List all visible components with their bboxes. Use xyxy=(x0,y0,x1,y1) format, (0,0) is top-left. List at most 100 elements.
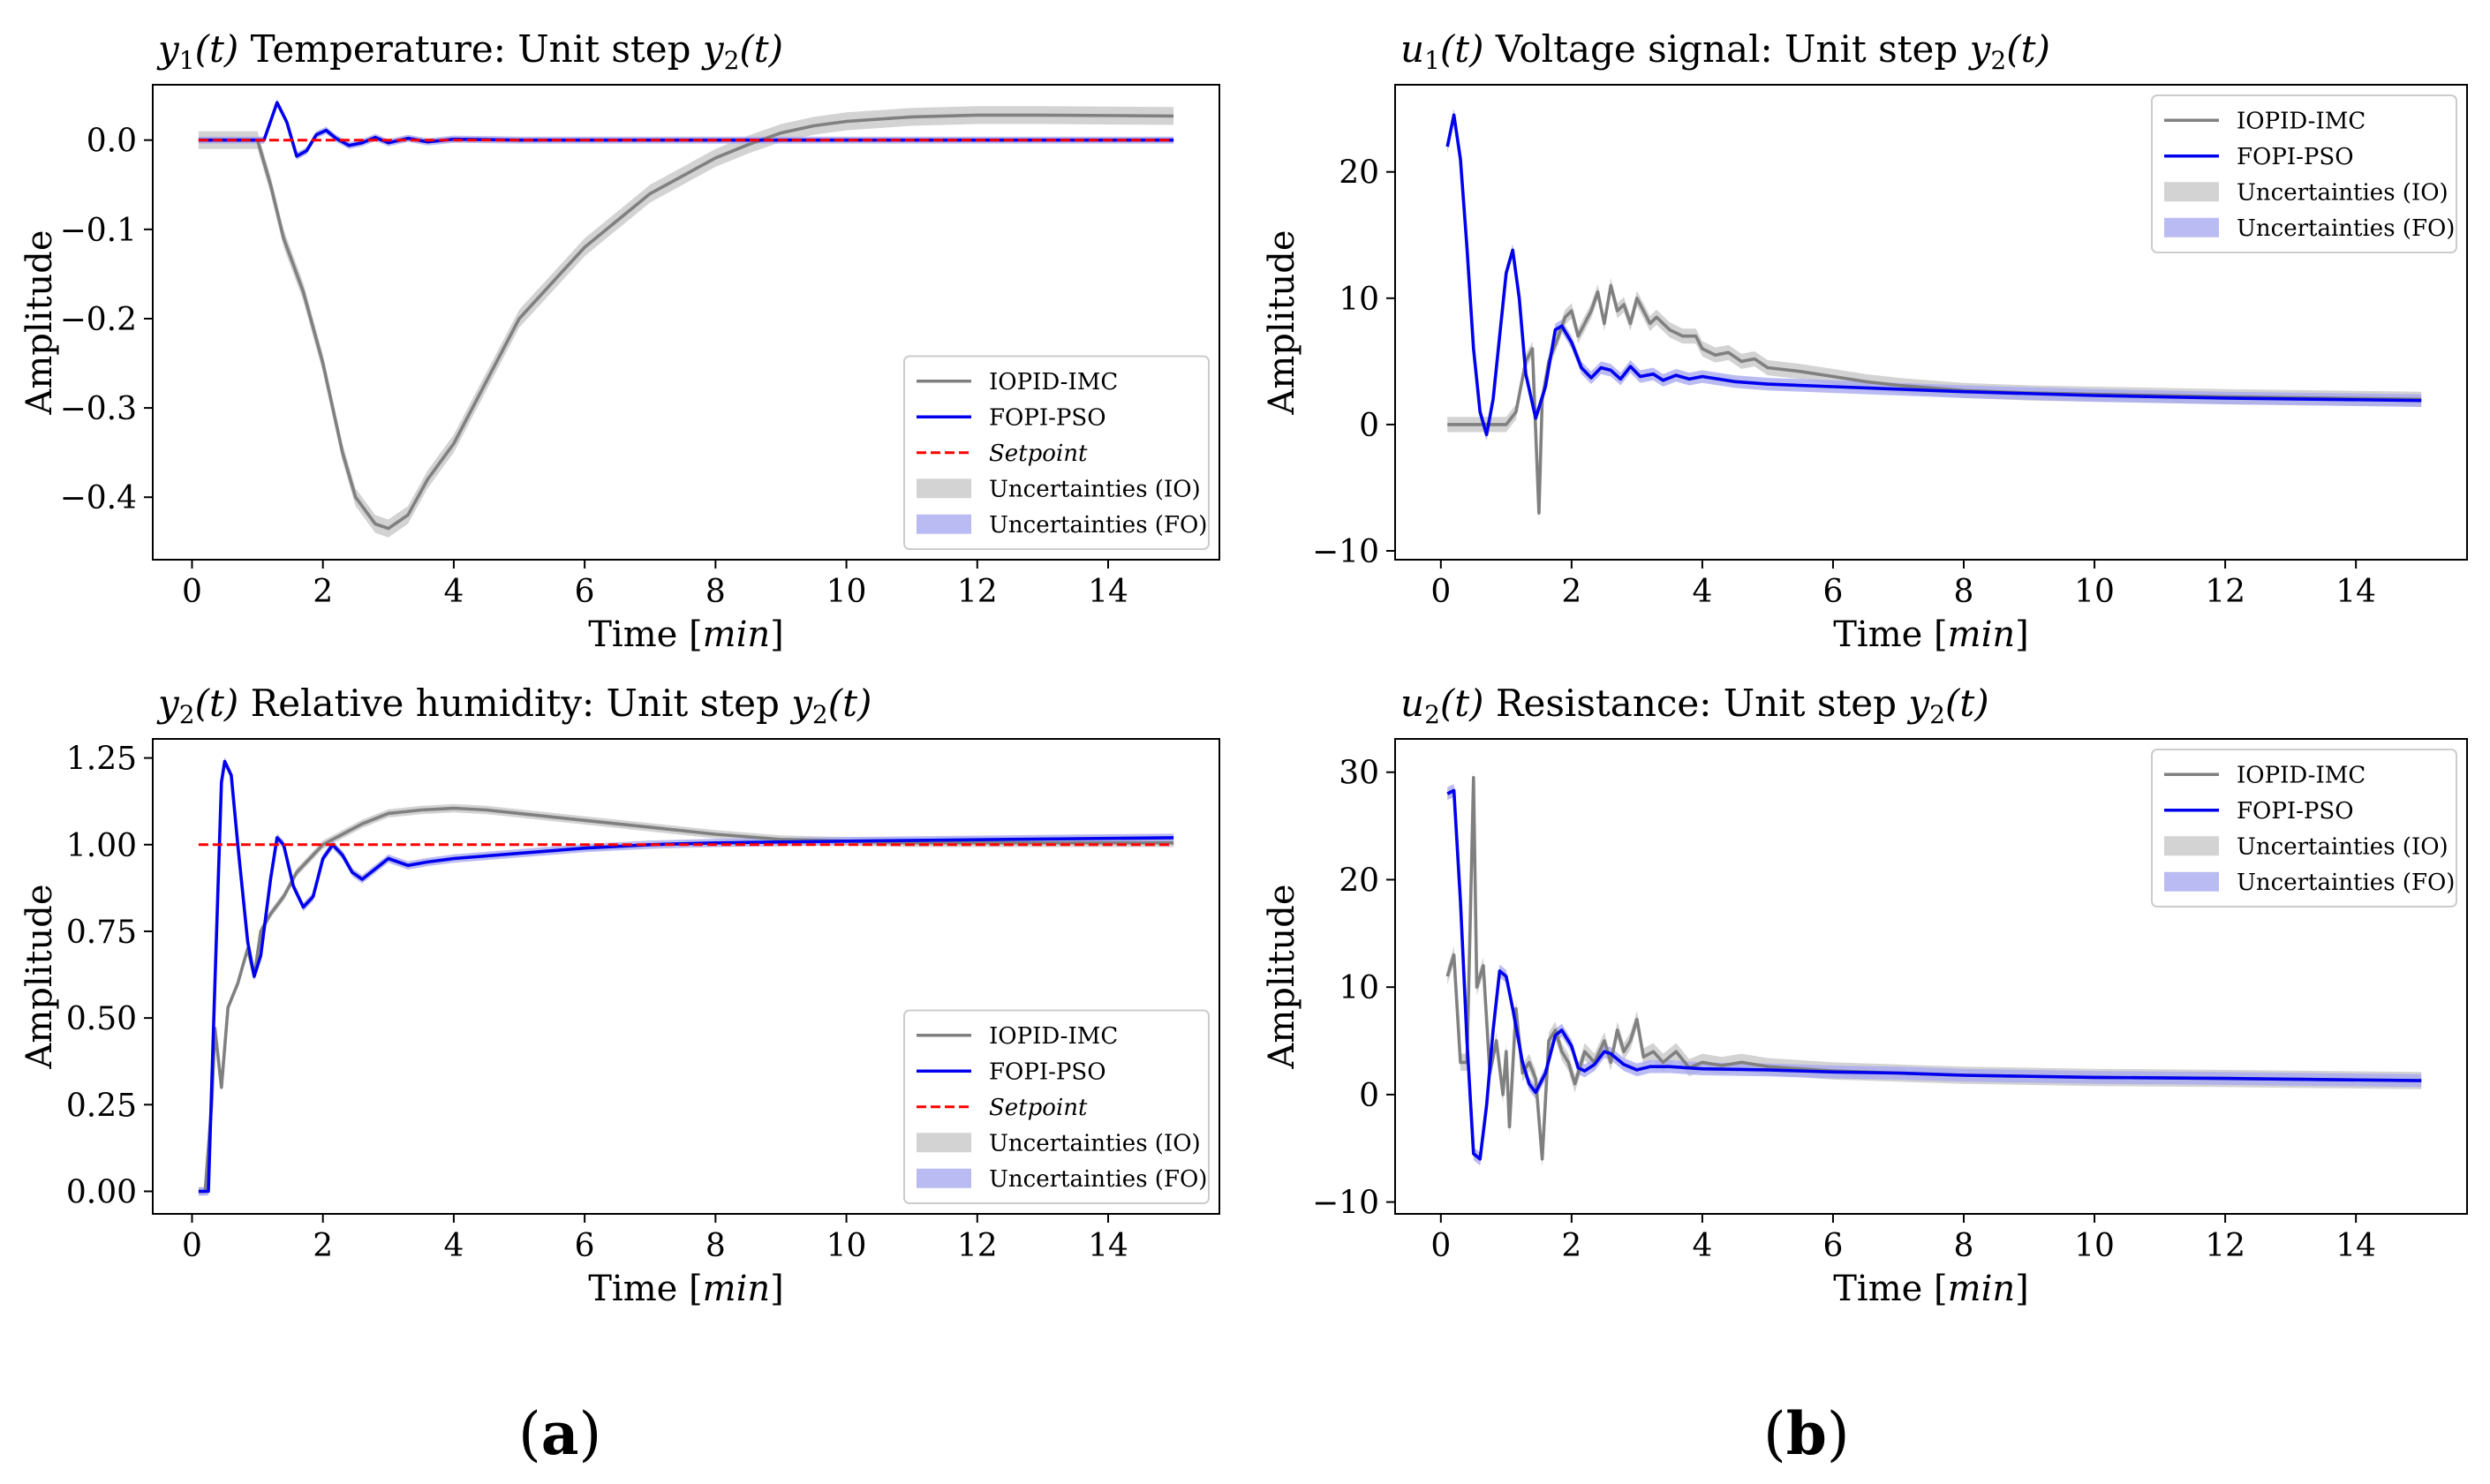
legend-label: FOPI-PSO xyxy=(989,404,1106,431)
x-tick-label: 14 xyxy=(1088,574,1128,610)
chart-title: y2(t) Relative humidity: Unit step y2(t) xyxy=(156,682,872,729)
x-tick-label: 2 xyxy=(1561,1228,1581,1264)
series-line-fopi-pso xyxy=(1446,788,2422,1161)
x-tick-label: 4 xyxy=(443,574,464,610)
y-tick-label: 1.25 xyxy=(66,742,137,778)
series-line-iopid-imc xyxy=(198,113,1174,531)
legend-label: FOPI-PSO xyxy=(989,1058,1106,1085)
y-tick-label: 1.00 xyxy=(66,828,137,864)
y-tick-label: 10 xyxy=(1339,970,1379,1006)
legend-label: IOPID-IMC xyxy=(989,1023,1118,1050)
y-tick-label: 0 xyxy=(1359,1078,1379,1114)
chart-title: u1(t) Voltage signal: Unit step y2(t) xyxy=(1400,27,2050,75)
y-tick-label: 0.75 xyxy=(66,915,137,951)
y-tick-label: 10 xyxy=(1339,282,1379,318)
plot-area xyxy=(198,99,1174,538)
series-line-iopid-imc xyxy=(198,806,1174,1194)
y-tick-label: −10 xyxy=(1312,1186,1379,1222)
x-axis-label: Time [min] xyxy=(1833,614,2029,655)
legend-swatch-uncertainty-fo xyxy=(917,1168,971,1188)
y-tick-label: −0.1 xyxy=(60,213,137,249)
x-tick-label: 14 xyxy=(2335,574,2376,610)
x-tick-label: 10 xyxy=(826,1228,867,1264)
x-tick-label: 10 xyxy=(2074,574,2115,610)
chart-temperature: y1(t) Temperature: Unit step y2(t) 0 2 4 6 8 1… xyxy=(19,27,1220,655)
legend: IOPID-IMC FOPI-PSO Uncertainties (IO) Uncer… xyxy=(2151,749,2457,908)
legend-frame xyxy=(2151,749,2457,908)
x-tick-label: 10 xyxy=(826,574,867,610)
x-tick-label: 8 xyxy=(706,574,726,610)
y-tick-label: −0.2 xyxy=(60,302,137,338)
x-axis-label: Time [min] xyxy=(588,614,784,655)
chart-voltage-signal: u1(t) Voltage signal: Unit step y2(t) 0 2 4… xyxy=(1262,27,2468,655)
y-axis-label: Amplitude xyxy=(19,884,60,1069)
axes-frame xyxy=(152,84,1220,561)
series-line-fopi-pso xyxy=(198,759,1174,1194)
legend: IOPID-IMC FOPI-PSO Setpoint Uncertainties (… xyxy=(903,1009,1210,1204)
legend-swatch-uncertainty-fo xyxy=(917,514,971,534)
chart-title: u2(t) Resistance: Unit step y2(t) xyxy=(1400,682,1989,729)
x-tick-label: 6 xyxy=(1823,1228,1844,1264)
y-axis-label: Amplitude xyxy=(1262,230,1302,415)
x-tick-label: 14 xyxy=(1088,1228,1128,1264)
legend-label: Uncertainties (FO) xyxy=(989,1166,1207,1193)
chart-relative-humidity: y2(t) Relative humidity: Unit step y2(t)… xyxy=(19,682,1220,1309)
legend-swatch-uncertainty-io xyxy=(2164,836,2219,856)
x-tick-label: 6 xyxy=(575,1228,595,1264)
x-tick-label: 0 xyxy=(182,574,202,610)
legend-frame xyxy=(2151,94,2457,253)
x-tick-label: 0 xyxy=(1430,1228,1451,1264)
x-tick-label: 6 xyxy=(1823,574,1844,610)
plot-area xyxy=(198,757,1174,1196)
y-tick-label: −10 xyxy=(1312,534,1379,570)
y-tick-label: 0.50 xyxy=(66,1001,137,1037)
x-tick-label: 12 xyxy=(957,574,998,610)
legend-label: IOPID-IMC xyxy=(989,369,1118,395)
legend-label: Uncertainties (IO) xyxy=(2237,833,2448,860)
plot-area xyxy=(1445,769,2422,1168)
y-axis-label: Amplitude xyxy=(19,230,60,415)
x-axis-label: Time [min] xyxy=(588,1269,784,1309)
x-tick-label: 12 xyxy=(2205,574,2245,610)
legend-swatch-uncertainty-io xyxy=(917,1133,971,1153)
series-line-iopid-imc xyxy=(1445,776,2422,1161)
legend-swatch-uncertainty-io xyxy=(917,478,971,499)
uncertainty-band-fo xyxy=(1447,784,2422,1166)
y-tick-label: 0.00 xyxy=(66,1174,137,1210)
legend-label: Uncertainties (IO) xyxy=(989,476,1201,502)
legend-frame xyxy=(903,355,1210,550)
x-tick-label: 4 xyxy=(1692,1228,1712,1264)
legend-label: Uncertainties (FO) xyxy=(989,512,1207,539)
x-tick-label: 8 xyxy=(706,1228,726,1264)
axes-frame xyxy=(152,738,1220,1215)
caption-a: (a) xyxy=(518,1399,602,1468)
x-tick-label: 6 xyxy=(575,574,595,610)
y-tick-label: 0.25 xyxy=(66,1088,137,1124)
x-tick-label: 12 xyxy=(2205,1228,2245,1264)
legend-label: Uncertainties (FO) xyxy=(2237,215,2455,242)
axes-frame xyxy=(1394,84,2468,561)
plot-area xyxy=(1445,109,2422,521)
legend-swatch-uncertainty-io xyxy=(2164,182,2219,202)
chart-title: y1(t) Temperature: Unit step y2(t) xyxy=(156,27,783,75)
x-tick-label: 4 xyxy=(443,1228,464,1264)
y-tick-label: 0.0 xyxy=(87,124,137,160)
y-tick-label: −0.4 xyxy=(60,480,137,516)
legend-label: Uncertainties (IO) xyxy=(989,1130,1201,1156)
legend: IOPID-IMC FOPI-PSO Uncertainties (IO) Uncer… xyxy=(2151,94,2457,253)
chart-resistance: u2(t) Resistance: Unit step y2(t) 0 2 4 6 8 10… xyxy=(1262,682,2468,1309)
x-tick-label: 10 xyxy=(2074,1228,2115,1264)
legend-label: Uncertainties (IO) xyxy=(2237,179,2448,206)
x-tick-label: 0 xyxy=(182,1228,202,1264)
legend-frame xyxy=(903,1009,1210,1204)
legend-label: Setpoint xyxy=(989,1095,1088,1121)
x-tick-label: 8 xyxy=(1954,1228,1974,1264)
legend-label: FOPI-PSO xyxy=(2237,144,2354,170)
axes-frame xyxy=(1394,738,2468,1215)
legend-label: FOPI-PSO xyxy=(2237,798,2354,825)
y-tick-label: 20 xyxy=(1339,863,1379,899)
legend-label: IOPID-IMC xyxy=(2237,108,2366,134)
x-tick-label: 2 xyxy=(313,1228,333,1264)
y-axis-label: Amplitude xyxy=(1262,884,1302,1069)
